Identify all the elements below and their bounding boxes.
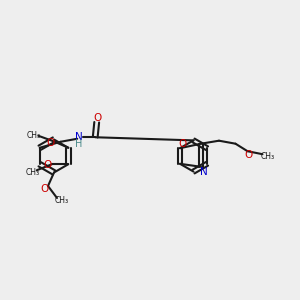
Text: H: H (75, 139, 82, 149)
Text: CH₃: CH₃ (25, 168, 39, 177)
Text: CH₃: CH₃ (27, 131, 41, 140)
Text: O: O (178, 139, 187, 149)
Text: N: N (200, 167, 208, 177)
Text: O: O (40, 184, 49, 194)
Text: O: O (94, 113, 102, 123)
Text: O: O (46, 138, 54, 148)
Text: N: N (75, 132, 83, 142)
Text: O: O (44, 160, 52, 170)
Text: CH₃: CH₃ (261, 152, 275, 160)
Text: O: O (245, 150, 253, 160)
Text: CH₃: CH₃ (54, 196, 69, 205)
